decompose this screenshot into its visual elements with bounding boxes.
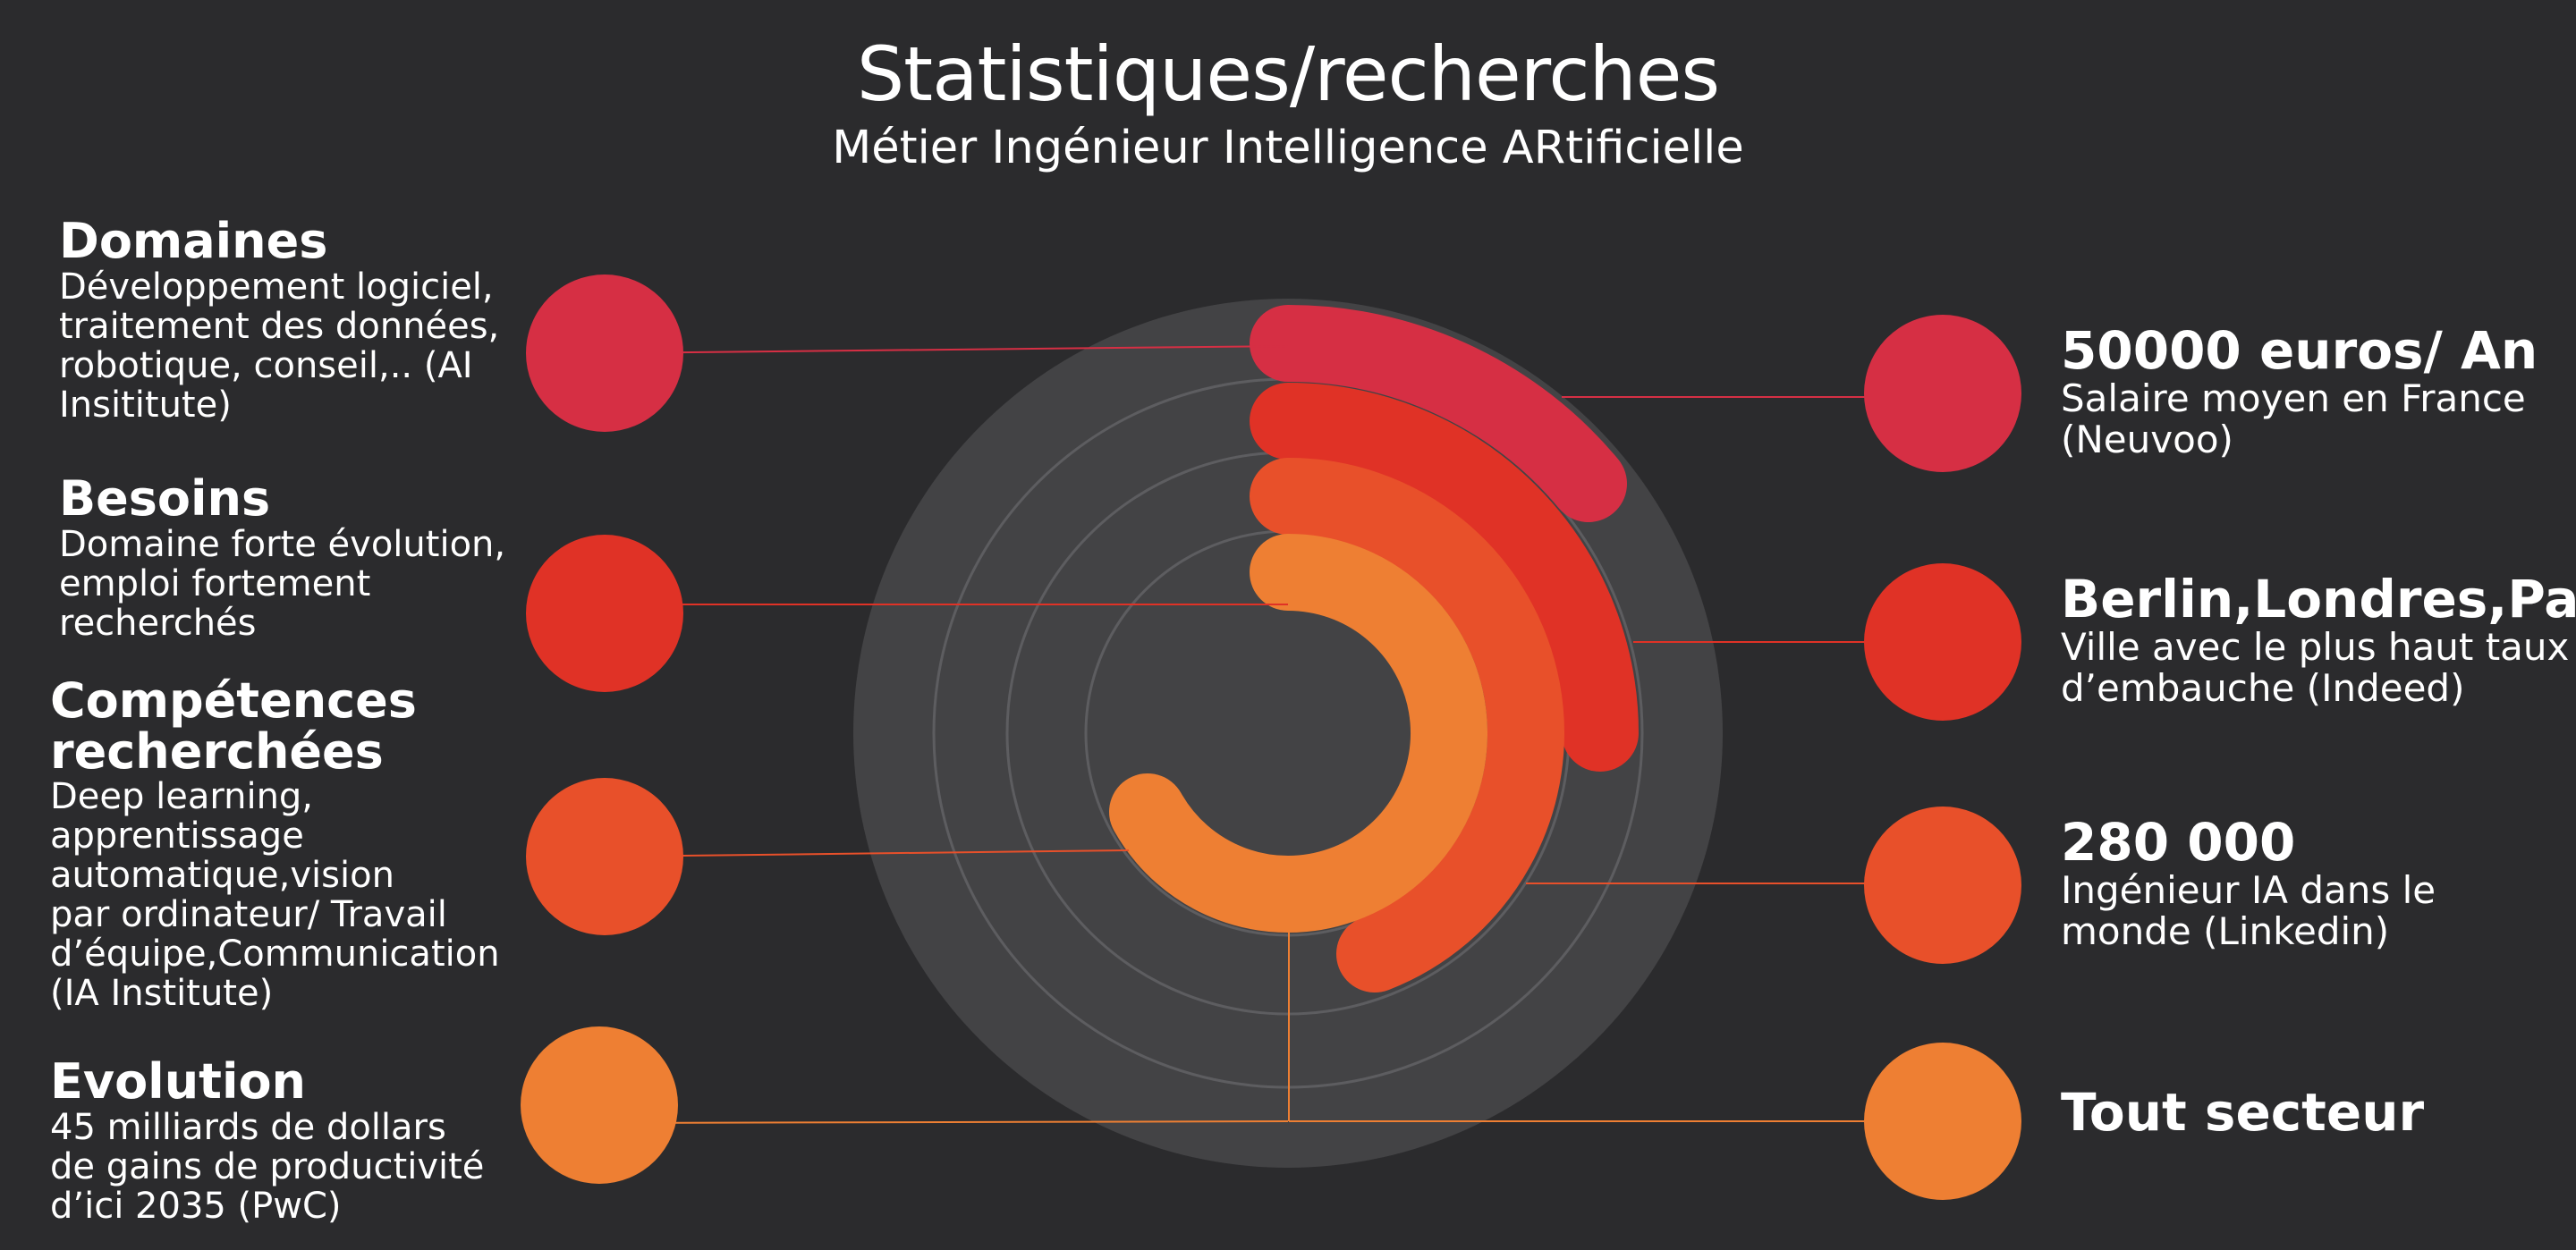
arc-evolution: [1109, 534, 1487, 933]
info-heading: Compétences recherchées: [50, 672, 417, 780]
info-text: Deep learning, apprentissage automatique…: [50, 776, 500, 1015]
info-text: Ingénieur IA dans le monde (Linkedin): [2061, 867, 2436, 954]
info-block-ingenieurs: 280 000 Ingénieur IA dans le monde (Link…: [2061, 815, 2562, 952]
dot-salaire: [1864, 315, 2021, 472]
info-heading: 50000 euros/ An: [2061, 320, 2538, 381]
info-block-besoins: Besoins Domaine forte évolution, emploi …: [59, 470, 506, 644]
dot-domaines: [526, 274, 683, 432]
arc-domaines: [1250, 304, 1627, 522]
page-title: Statistiques/recherches: [856, 30, 1720, 118]
info-text: Ville avec le plus haut taux d’embauche …: [2061, 624, 2570, 711]
info-heading: Tout secteur: [2061, 1082, 2425, 1143]
connector-competences: [604, 849, 1130, 857]
dot-evolution: [521, 1026, 678, 1184]
page-subtitle: Métier Ingénieur Intelligence ARtificiel…: [832, 122, 1744, 174]
info-text: 45 milliards de dollars de gains de prod…: [50, 1106, 485, 1227]
connector-evolution: [598, 1120, 1289, 1124]
dot-besoins: [526, 535, 683, 692]
info-heading: Evolution: [50, 1053, 307, 1110]
info-block-salaire: 50000 euros/ An Salaire moyen en France …: [2061, 324, 2562, 460]
info-block-evolution: Evolution 45 milliards de dollars de gai…: [50, 1053, 497, 1227]
info-heading: Domaines: [59, 213, 328, 269]
dot-villes: [1864, 563, 2021, 721]
info-heading: 280 000: [2061, 812, 2296, 873]
dot-ingenieurs: [1864, 807, 2021, 964]
info-heading: Besoins: [59, 470, 271, 527]
connector-domaines: [604, 345, 1289, 354]
info-block-competences: Compétences recherchées Deep learning, a…: [50, 672, 500, 1015]
info-block-secteur: Tout secteur: [2061, 1085, 2562, 1140]
info-block-domaines: Domaines Développement logiciel, traitem…: [59, 213, 506, 426]
arc-competences: [1250, 457, 1564, 992]
dot-secteur: [1864, 1043, 2021, 1200]
info-heading: Berlin,Londres,Paris: [2061, 569, 2576, 629]
dot-competences: [526, 778, 683, 935]
info-text: Développement logiciel, traitement des d…: [59, 266, 500, 426]
info-text: Domaine forte évolution, emploi fortemen…: [59, 523, 506, 644]
arc-besoins: [1250, 383, 1639, 772]
info-block-villes: Berlin,Londres,Paris Ville avec le plus …: [2061, 569, 2576, 711]
info-text: Salaire moyen en France (Neuvoo): [2061, 376, 2526, 462]
